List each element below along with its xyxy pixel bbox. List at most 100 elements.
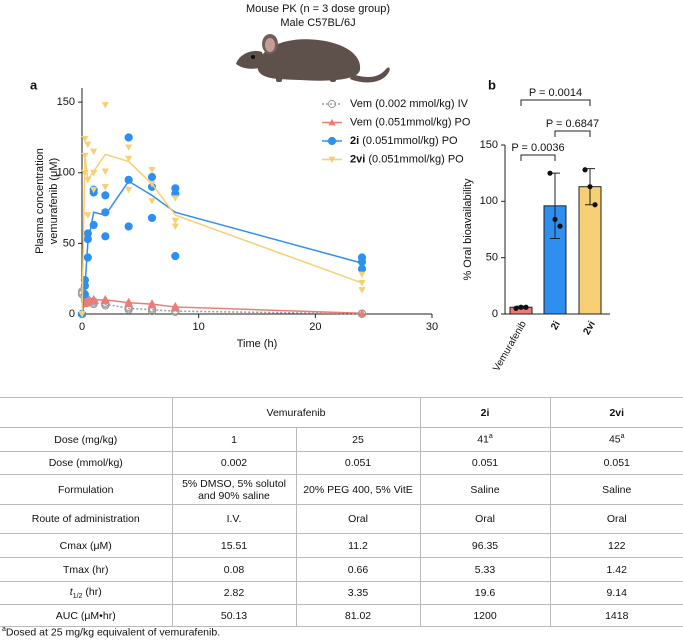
data-point bbox=[171, 301, 179, 309]
data-point bbox=[557, 223, 563, 229]
data-point bbox=[147, 172, 157, 182]
data-point bbox=[171, 217, 179, 225]
legend-marker bbox=[328, 118, 336, 126]
table-cell: 0.002 bbox=[171, 451, 296, 475]
p-value: P = 0.0014 bbox=[529, 87, 582, 99]
x-tick-label: 30 bbox=[426, 321, 438, 333]
table-cell: Oral bbox=[295, 504, 420, 534]
x-tick-label: 2i bbox=[549, 319, 563, 332]
table-cell: 0.051 bbox=[419, 451, 550, 475]
data-point bbox=[90, 148, 98, 156]
data-point bbox=[101, 232, 110, 241]
row-label: Route of administration bbox=[0, 504, 172, 534]
series-line bbox=[81, 292, 363, 315]
footnote-mark: a bbox=[2, 626, 6, 633]
data-point bbox=[513, 305, 519, 311]
table-row: Cmax (μM) 15.51 11.2 96.35 122 bbox=[0, 533, 683, 558]
data-point bbox=[90, 186, 98, 194]
data-point bbox=[101, 294, 109, 302]
legend-name: 2i bbox=[350, 135, 359, 147]
data-point bbox=[83, 253, 92, 262]
data-point bbox=[171, 251, 180, 261]
table-row: AUC (μM•hr) 50.13 81.02 1200 1418 bbox=[0, 604, 683, 627]
data-point bbox=[171, 223, 179, 231]
row-label: Dose (mmol/kg) bbox=[0, 451, 172, 475]
table-cell: Oral bbox=[549, 504, 683, 534]
table-cell: 41a bbox=[419, 427, 550, 452]
data-point bbox=[83, 229, 92, 238]
data-point bbox=[81, 135, 89, 143]
data-point bbox=[90, 169, 98, 177]
table-row: Route of administration I.V. Oral Oral Oral bbox=[0, 504, 683, 534]
table-cell: 122 bbox=[549, 533, 683, 558]
y-tick-label: 0 bbox=[492, 308, 498, 320]
data-point bbox=[101, 168, 109, 175]
data-point bbox=[592, 202, 598, 208]
data-point bbox=[89, 220, 98, 230]
cell-text: 41 bbox=[477, 433, 489, 446]
x-axis-label: Time (h) bbox=[237, 338, 278, 350]
table-cell: 11.2 bbox=[295, 533, 420, 558]
table-cell: 1 bbox=[171, 427, 296, 452]
data-point bbox=[125, 155, 133, 163]
y-tick-label: 150 bbox=[480, 139, 498, 151]
header-cell: 2i bbox=[419, 397, 550, 428]
data-point bbox=[358, 309, 366, 316]
data-point bbox=[101, 191, 110, 200]
y-tick-label: 150 bbox=[57, 96, 75, 108]
legend-name: 2vi bbox=[350, 153, 365, 165]
data-point bbox=[125, 144, 133, 151]
row-label: Tmax (hr) bbox=[0, 557, 172, 582]
pk-table: Vemurafenib 2i 2vi Dose (mg/kg) 1 25 41a 45a Dos… bbox=[0, 397, 683, 627]
header-cell: 2vi bbox=[549, 397, 683, 428]
table-cell: 45a bbox=[549, 427, 683, 452]
table-cell: 3.35 bbox=[295, 581, 420, 605]
table-cell: 19.6 bbox=[419, 581, 550, 605]
data-point bbox=[101, 208, 110, 217]
figure: Mouse PK (n = 3 dose group) Male C57BL/6… bbox=[30, 3, 610, 373]
data-point bbox=[124, 133, 133, 142]
table-cell: 9.14 bbox=[549, 581, 683, 605]
significance-bracket bbox=[520, 99, 591, 106]
data-point bbox=[125, 186, 133, 194]
data-point bbox=[358, 271, 366, 279]
panel-label: a bbox=[30, 77, 38, 92]
data-point bbox=[518, 304, 524, 310]
legend-entry: 2i (0.051mmol/kg) PO bbox=[350, 135, 458, 147]
data-point bbox=[582, 167, 588, 173]
row-label: t1/2 (hr) bbox=[0, 581, 172, 605]
data-point bbox=[90, 294, 98, 302]
legend-entry: Vem (0.002 mmol/kg) IV bbox=[350, 98, 469, 110]
data-point bbox=[148, 198, 156, 205]
table-cell: 96.35 bbox=[419, 533, 550, 558]
legend-entry: 2vi (0.051mmol/kg) PO bbox=[350, 153, 464, 165]
x-tick-label: 0 bbox=[79, 321, 85, 333]
legend-entry: Vem (0.051mmol/kg) PO bbox=[350, 116, 471, 128]
table-cell: Saline bbox=[419, 474, 550, 505]
data-point bbox=[81, 169, 89, 177]
header-cell: Vemurafenib bbox=[171, 397, 420, 428]
table-row: Dose (mg/kg) 1 25 41a 45a bbox=[0, 427, 683, 452]
header-title: Mouse PK (n = 3 dose group) bbox=[246, 3, 390, 15]
panel-label: b bbox=[488, 77, 496, 92]
x-tick-label: 2vi bbox=[581, 319, 598, 337]
significance-bracket bbox=[520, 154, 556, 161]
data-point bbox=[101, 102, 109, 109]
data-point bbox=[547, 170, 553, 176]
table-row: t1/2 (hr) 2.82 3.35 19.6 9.14 bbox=[0, 581, 683, 605]
p-value: P = 0.6847 bbox=[546, 118, 599, 130]
legend-marker bbox=[328, 156, 336, 164]
row-label: Dose (mg/kg) bbox=[0, 427, 172, 452]
data-point bbox=[84, 296, 92, 303]
y-tick-label: 100 bbox=[480, 195, 498, 207]
data-point bbox=[148, 181, 156, 188]
legend-marker bbox=[327, 136, 337, 146]
y-tick-label: 50 bbox=[486, 252, 498, 264]
data-point bbox=[125, 297, 133, 305]
header-subtitle: Male C57BL/6J bbox=[280, 17, 355, 29]
data-point bbox=[84, 176, 92, 184]
data-point bbox=[148, 167, 156, 174]
legend-label: (0.051mmol/kg) PO bbox=[368, 153, 464, 165]
table-cell: 1418 bbox=[549, 604, 683, 627]
data-point bbox=[101, 183, 109, 191]
